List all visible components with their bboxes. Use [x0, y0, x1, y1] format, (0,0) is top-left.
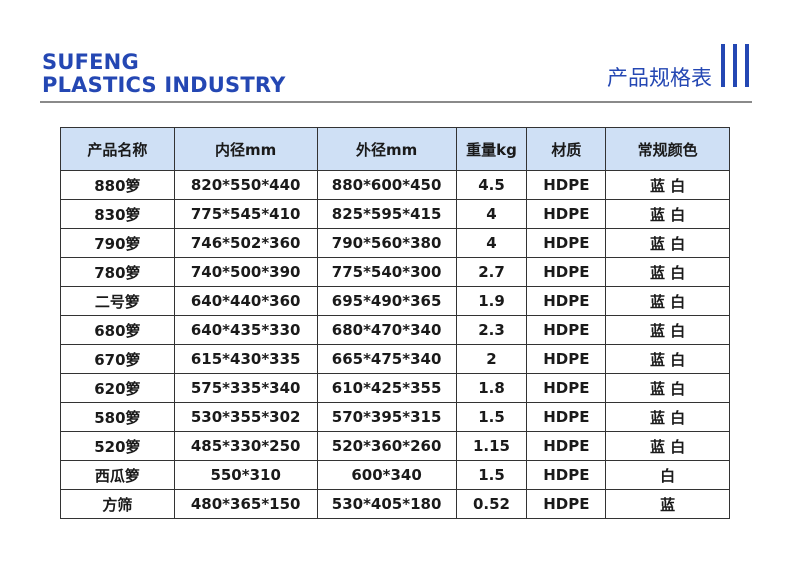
cell-inner: 775*545*410 — [174, 200, 317, 229]
cell-weight: 4.5 — [456, 171, 527, 200]
cell-material: HDPE — [527, 403, 606, 432]
cell-name: 二号箩 — [61, 287, 175, 316]
cell-name: 580箩 — [61, 403, 175, 432]
cell-inner: 640*435*330 — [174, 316, 317, 345]
cell-name: 670箩 — [61, 345, 175, 374]
header-divider — [40, 101, 752, 103]
cell-outer: 520*360*260 — [317, 432, 456, 461]
cell-weight: 0.52 — [456, 490, 527, 519]
brand-line-1: SUFENG — [42, 51, 285, 74]
cell-color: 蓝 白 — [606, 171, 730, 200]
table-row: 670箩 615*430*335 665*475*340 2 HDPE 蓝 白 — [61, 345, 730, 374]
cell-material: HDPE — [527, 229, 606, 258]
cell-name: 680箩 — [61, 316, 175, 345]
cell-name: 620箩 — [61, 374, 175, 403]
cell-name: 830箩 — [61, 200, 175, 229]
cell-color: 蓝 白 — [606, 432, 730, 461]
cell-weight: 2.7 — [456, 258, 527, 287]
cell-outer: 530*405*180 — [317, 490, 456, 519]
cell-material: HDPE — [527, 171, 606, 200]
column-header-name: 产品名称 — [61, 128, 175, 171]
cell-inner: 575*335*340 — [174, 374, 317, 403]
cell-material: HDPE — [527, 432, 606, 461]
cell-material: HDPE — [527, 287, 606, 316]
cell-name: 方筛 — [61, 490, 175, 519]
table-row: 790箩 746*502*360 790*560*380 4 HDPE 蓝 白 — [61, 229, 730, 258]
cell-material: HDPE — [527, 345, 606, 374]
cell-weight: 1.5 — [456, 403, 527, 432]
cell-inner: 640*440*360 — [174, 287, 317, 316]
cell-color: 蓝 白 — [606, 258, 730, 287]
cell-color: 蓝 白 — [606, 200, 730, 229]
cell-weight: 2.3 — [456, 316, 527, 345]
cell-color: 蓝 — [606, 490, 730, 519]
cell-name: 西瓜箩 — [61, 461, 175, 490]
table-body: 880箩 820*550*440 880*600*450 4.5 HDPE 蓝 白 830箩… — [61, 171, 730, 519]
cell-inner: 480*365*150 — [174, 490, 317, 519]
column-header-inner: 内径mm — [174, 128, 317, 171]
cell-weight: 1.15 — [456, 432, 527, 461]
cell-color: 蓝 白 — [606, 229, 730, 258]
cell-material: HDPE — [527, 200, 606, 229]
cell-outer: 665*475*340 — [317, 345, 456, 374]
table-row: 620箩 575*335*340 610*425*355 1.8 HDPE 蓝 白 — [61, 374, 730, 403]
cell-weight: 1.9 — [456, 287, 527, 316]
brand-logo-text: SUFENG PLASTICS INDUSTRY — [42, 51, 285, 97]
cell-outer: 570*395*315 — [317, 403, 456, 432]
cell-inner: 485*330*250 — [174, 432, 317, 461]
cell-weight: 4 — [456, 200, 527, 229]
cell-inner: 820*550*440 — [174, 171, 317, 200]
table-row: 520箩 485*330*250 520*360*260 1.15 HDPE 蓝 白 — [61, 432, 730, 461]
cell-material: HDPE — [527, 374, 606, 403]
table-row: 西瓜箩 550*310 600*340 1.5 HDPE 白 — [61, 461, 730, 490]
cell-color: 蓝 白 — [606, 287, 730, 316]
cell-outer: 825*595*415 — [317, 200, 456, 229]
column-header-color: 常规颜色 — [606, 128, 730, 171]
cell-inner: 550*310 — [174, 461, 317, 490]
cell-color: 白 — [606, 461, 730, 490]
cell-color: 蓝 白 — [606, 403, 730, 432]
brand-line-2: PLASTICS INDUSTRY — [42, 74, 285, 97]
column-header-outer: 外径mm — [317, 128, 456, 171]
cell-outer: 600*340 — [317, 461, 456, 490]
column-header-material: 材质 — [527, 128, 606, 171]
cell-outer: 610*425*355 — [317, 374, 456, 403]
cell-material: HDPE — [527, 316, 606, 345]
cell-material: HDPE — [527, 490, 606, 519]
cell-inner: 740*500*390 — [174, 258, 317, 287]
cell-color: 蓝 白 — [606, 374, 730, 403]
cell-color: 蓝 白 — [606, 316, 730, 345]
cell-outer: 680*470*340 — [317, 316, 456, 345]
cell-name: 520箩 — [61, 432, 175, 461]
cell-color: 蓝 白 — [606, 345, 730, 374]
table-row: 方筛 480*365*150 530*405*180 0.52 HDPE 蓝 — [61, 490, 730, 519]
cell-material: HDPE — [527, 258, 606, 287]
table-row: 580箩 530*355*302 570*395*315 1.5 HDPE 蓝 白 — [61, 403, 730, 432]
table-row: 680箩 640*435*330 680*470*340 2.3 HDPE 蓝 白 — [61, 316, 730, 345]
cell-outer: 880*600*450 — [317, 171, 456, 200]
table-row: 780箩 740*500*390 775*540*300 2.7 HDPE 蓝 白 — [61, 258, 730, 287]
cell-material: HDPE — [527, 461, 606, 490]
spec-table: 产品名称 内径mm 外径mm 重量kg 材质 常规颜色 880箩 820*550*… — [60, 127, 730, 519]
cell-name: 780箩 — [61, 258, 175, 287]
table-header-row: 产品名称 内径mm 外径mm 重量kg 材质 常规颜色 — [61, 128, 730, 171]
decorative-bars-icon — [721, 44, 753, 87]
cell-name: 790箩 — [61, 229, 175, 258]
cell-weight: 4 — [456, 229, 527, 258]
cell-weight: 1.5 — [456, 461, 527, 490]
cell-inner: 615*430*335 — [174, 345, 317, 374]
cell-weight: 1.8 — [456, 374, 527, 403]
page-title: 产品规格表 — [607, 62, 712, 92]
table-row: 二号箩 640*440*360 695*490*365 1.9 HDPE 蓝 白 — [61, 287, 730, 316]
cell-outer: 775*540*300 — [317, 258, 456, 287]
table-row: 830箩 775*545*410 825*595*415 4 HDPE 蓝 白 — [61, 200, 730, 229]
cell-inner: 746*502*360 — [174, 229, 317, 258]
cell-outer: 790*560*380 — [317, 229, 456, 258]
cell-weight: 2 — [456, 345, 527, 374]
column-header-weight: 重量kg — [456, 128, 527, 171]
table-row: 880箩 820*550*440 880*600*450 4.5 HDPE 蓝 白 — [61, 171, 730, 200]
cell-inner: 530*355*302 — [174, 403, 317, 432]
cell-name: 880箩 — [61, 171, 175, 200]
cell-outer: 695*490*365 — [317, 287, 456, 316]
